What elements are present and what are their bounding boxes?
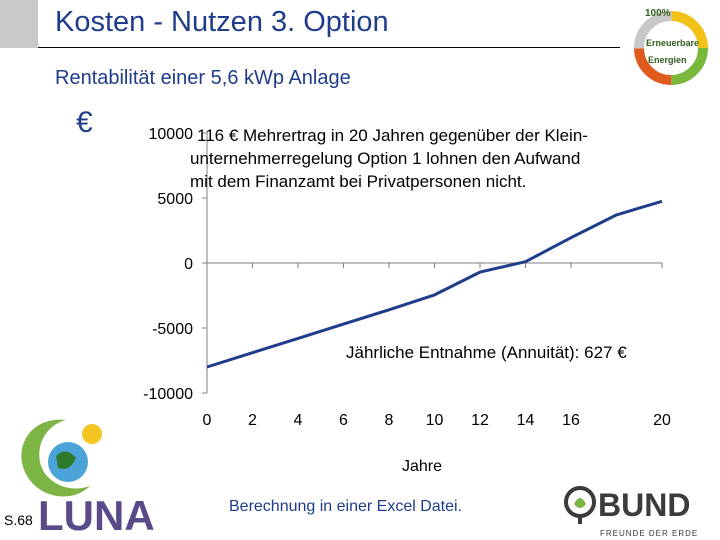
annotation-annuity: Jährliche Entnahme (Annuität): 627 € — [346, 343, 627, 362]
page-number: S.68 — [4, 512, 33, 528]
annotation-line-1: 116 € Mehrertrag in 20 Jahren gegenüber … — [197, 126, 588, 145]
x-tick-label: 4 — [294, 412, 303, 429]
y-tick-label: 0 — [184, 256, 193, 273]
x-tick-label: 2 — [248, 412, 257, 429]
y-tick-label: -10000 — [143, 386, 193, 403]
bund-logo: BUND FREUNDE DER ERDE — [564, 486, 698, 538]
x-tick-label: 6 — [339, 412, 348, 429]
x-tick-label: 14 — [517, 412, 535, 429]
page-title: Kosten - Nutzen 3. Option — [55, 6, 389, 38]
footer-note: Berechnung in einer Excel Datei. — [229, 498, 463, 515]
x-axis-label: Jahre — [402, 458, 442, 475]
y-tick-label: 5000 — [157, 191, 193, 208]
renewable-percent: 100% — [645, 8, 671, 19]
x-tick-label: 20 — [653, 412, 671, 429]
x-tick-label: 16 — [562, 412, 580, 429]
chart-series — [206, 199, 663, 369]
title-divider — [38, 47, 620, 48]
luna-wordmark: LUNA — [38, 492, 155, 538]
renewable-line2: Energien — [648, 55, 687, 65]
bund-tagline: FREUNDE DER ERDE — [600, 529, 698, 538]
annotation-line-2: unternehmerregelung Option 1 lohnen den … — [190, 149, 580, 168]
series-line-0 — [206, 199, 663, 369]
x-tick-labels: 0 2 4 6 8 10 12 14 16 20 — [203, 412, 671, 429]
y-axis-currency-label: € — [76, 106, 93, 139]
annotation-line-3: mit dem Finanzamt bei Privatpersonen nic… — [190, 172, 526, 191]
x-tick-label: 0 — [203, 412, 212, 429]
left-accent-bar — [0, 0, 38, 48]
renewable-line1: Erneuerbare — [646, 38, 699, 48]
y-tick-label: -5000 — [152, 321, 193, 338]
page-subtitle: Rentabilität einer 5,6 kWp Anlage — [55, 67, 351, 89]
x-tick-label: 12 — [471, 412, 489, 429]
bund-wordmark: BUND — [598, 487, 690, 523]
luna-logo: LUNA — [21, 419, 155, 538]
y-tick-label: 10000 — [149, 126, 194, 143]
x-tick-label: 8 — [385, 412, 394, 429]
renewable-energy-logo: 100% Erneuerbare Energien — [634, 8, 708, 85]
y-tick-labels: 10000 5000 0 -5000 -10000 — [143, 126, 193, 403]
chart-axes — [202, 132, 663, 394]
x-tick-label: 10 — [426, 412, 444, 429]
